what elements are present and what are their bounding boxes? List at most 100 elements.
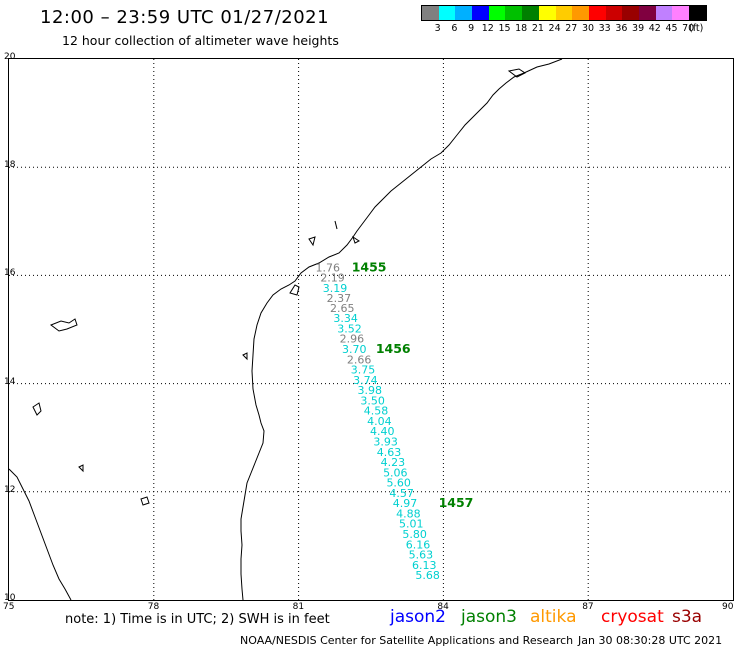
lat-tick-label: 20 bbox=[4, 52, 16, 62]
island bbox=[78, 464, 84, 473]
lon-tick-label: 78 bbox=[147, 602, 160, 612]
legend-swatch bbox=[522, 6, 539, 20]
legend-label: 30 bbox=[581, 23, 595, 34]
pass-label: 1455 bbox=[352, 259, 387, 274]
pass-label: 1456 bbox=[376, 341, 411, 356]
lon-tick-label: 81 bbox=[292, 602, 305, 612]
wave-height-value: 4.88 bbox=[396, 507, 421, 520]
lat-tick-label: 18 bbox=[4, 160, 16, 171]
wave-height-value: 4.23 bbox=[381, 456, 406, 469]
island bbox=[140, 496, 150, 506]
legend-label: 15 bbox=[498, 23, 511, 34]
wave-height-value: 3.70 bbox=[342, 343, 367, 356]
satellite-jason3: jason3 bbox=[461, 607, 517, 627]
coastline-west-edge bbox=[9, 468, 72, 600]
color-legend: 3 6 9 12 15 18 21 24 27 30 33 36 39 42 45 70 (ft) bbox=[421, 5, 707, 35]
wave-height-value: 6.16 bbox=[406, 538, 431, 551]
wave-height-value: 2.66 bbox=[347, 353, 372, 366]
satellite-s3a: s3a bbox=[672, 607, 703, 627]
page-title: 12:00 – 23:59 UTC 01/27/2021 bbox=[40, 7, 330, 28]
pass-label: 1457 bbox=[439, 495, 474, 510]
legend-swatch bbox=[605, 6, 623, 20]
wave-height-value: 4.57 bbox=[389, 487, 414, 500]
legend-label: 24 bbox=[548, 23, 561, 34]
legend-swatch bbox=[472, 6, 489, 20]
lon-tick-label: 90 bbox=[722, 602, 734, 612]
legend-label: 3 bbox=[434, 23, 441, 34]
wave-height-value: 5.68 bbox=[415, 569, 440, 582]
wave-height-value: 3.93 bbox=[373, 435, 398, 448]
legend-label: 42 bbox=[648, 23, 661, 34]
legend-swatches bbox=[421, 5, 707, 21]
lon-tick-label: 87 bbox=[582, 602, 594, 612]
wave-height-value: 2.19 bbox=[320, 272, 345, 285]
legend-label: 27 bbox=[565, 23, 578, 34]
lat-tick-label: 14 bbox=[4, 376, 16, 387]
island bbox=[49, 318, 78, 332]
pass-labels: 1455 1456 1457 bbox=[352, 259, 474, 510]
legend-labels: 3 6 9 12 15 18 21 24 27 30 33 36 39 42 45 70 (ft) bbox=[421, 21, 707, 35]
wave-height-value: 4.04 bbox=[367, 415, 392, 428]
legend-swatch bbox=[505, 6, 523, 20]
legend-label: 70 bbox=[682, 23, 695, 34]
footer-note: note: 1) Time is in UTC; 2) SWH is in fe… bbox=[65, 612, 330, 627]
map-panel[interactable]: 1.76 2.19 3.19 2.37 2.65 3.34 3.52 2.96 3.70 2.66… bbox=[8, 58, 734, 601]
legend-swatch bbox=[572, 6, 589, 20]
coastline-delta bbox=[289, 284, 300, 296]
wave-height-value: 4.58 bbox=[364, 405, 389, 418]
legend-label: 21 bbox=[531, 23, 544, 34]
legend-label: 9 bbox=[468, 23, 475, 34]
legend-swatch bbox=[638, 6, 656, 20]
legend-label: 39 bbox=[632, 23, 645, 34]
observation-track: 1.762.193.192.372.653.343.522.963.702.66… bbox=[315, 261, 439, 582]
wave-height-value: 2.37 bbox=[327, 292, 352, 305]
coastline bbox=[9, 59, 563, 600]
lat-tick-label: 16 bbox=[4, 268, 16, 279]
legend-swatch bbox=[655, 6, 673, 20]
wave-height-value: 5.80 bbox=[402, 528, 427, 541]
island bbox=[507, 68, 526, 78]
legend-swatch bbox=[555, 6, 573, 20]
wave-height-value: 3.74 bbox=[353, 374, 378, 387]
wave-height-value: 4.40 bbox=[370, 425, 395, 438]
legend-swatch bbox=[689, 6, 706, 20]
wave-height-value: 5.63 bbox=[409, 549, 434, 562]
wave-height-value: 1.76 bbox=[315, 261, 340, 274]
map-canvas[interactable]: 1.762.193.192.372.653.343.522.963.702.66… bbox=[9, 59, 733, 600]
legend-swatch bbox=[488, 6, 506, 20]
coastline-east-india bbox=[240, 59, 563, 600]
lat-tick-label: 12 bbox=[4, 484, 16, 495]
legend-label: 36 bbox=[615, 23, 628, 34]
page-subtitle: 12 hour collection of altimeter wave hei… bbox=[62, 33, 339, 48]
wave-height-value: 4.63 bbox=[377, 446, 402, 459]
wave-height-value: 3.34 bbox=[333, 312, 358, 325]
wave-height-value: 5.60 bbox=[386, 477, 411, 490]
lon-tick-label: 84 bbox=[437, 602, 449, 612]
legend-label: (ft) bbox=[689, 23, 704, 34]
graticule bbox=[9, 59, 733, 600]
legend-swatch bbox=[588, 6, 606, 20]
legend-label: 33 bbox=[598, 23, 611, 34]
lon-tick-label: 75 bbox=[3, 602, 15, 612]
legend-label: 18 bbox=[515, 23, 528, 34]
legend-swatch bbox=[422, 6, 439, 20]
wave-height-value: 3.52 bbox=[337, 322, 362, 335]
lat-tick-label: 10 bbox=[4, 593, 16, 603]
legend-swatch bbox=[622, 6, 639, 20]
coastline-islet bbox=[352, 235, 360, 244]
wave-height-value: 4.97 bbox=[393, 497, 418, 510]
satellite-cryosat: cryosat bbox=[601, 607, 664, 627]
wave-height-value: 3.75 bbox=[351, 364, 376, 377]
legend-label: 45 bbox=[665, 23, 678, 34]
island bbox=[242, 352, 248, 361]
credit-text: NOAA/NESDIS Center for Satellite Applica… bbox=[240, 634, 574, 647]
legend-label: 12 bbox=[481, 23, 494, 34]
wave-height-value: 2.96 bbox=[340, 333, 365, 346]
legend-swatch bbox=[438, 6, 456, 20]
wave-height-value: 3.19 bbox=[323, 282, 348, 295]
wave-height-value: 3.98 bbox=[357, 384, 382, 397]
legend-label: 6 bbox=[451, 23, 458, 34]
satellite-altika: altika bbox=[530, 607, 577, 627]
coastline-islet bbox=[334, 220, 338, 230]
wave-height-value: 6.13 bbox=[412, 559, 437, 572]
